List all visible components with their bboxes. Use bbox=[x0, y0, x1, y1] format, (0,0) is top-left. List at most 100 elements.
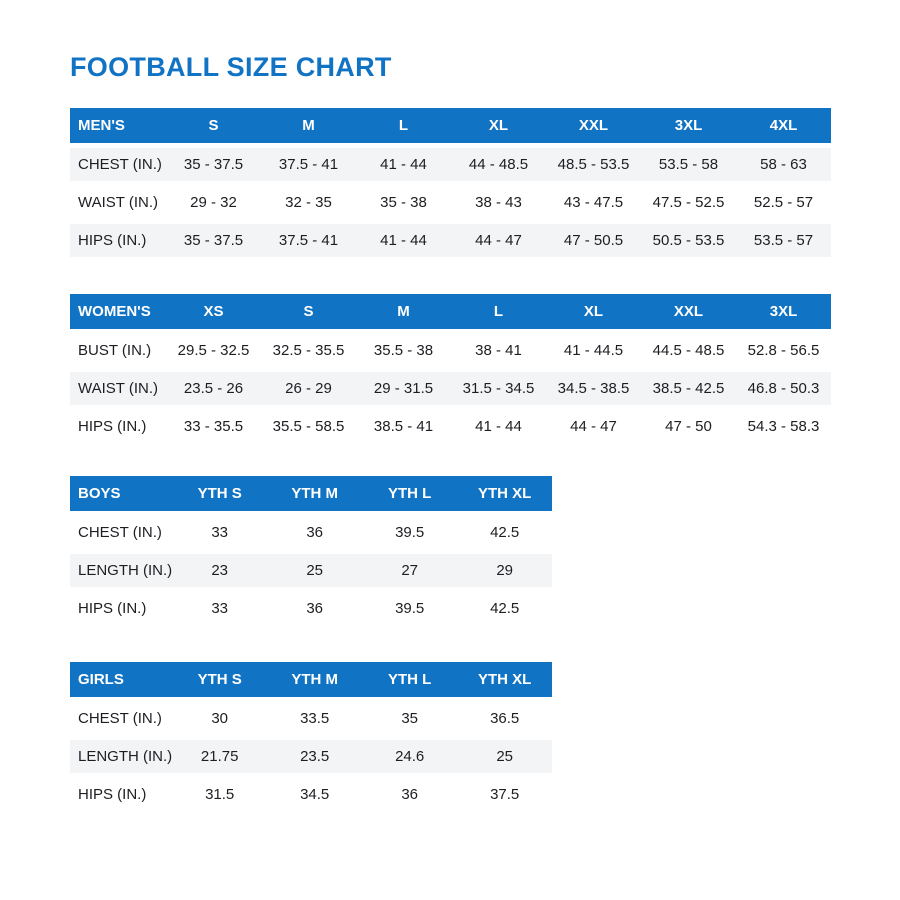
size-value: 23.5 bbox=[267, 740, 363, 773]
size-value: 39.5 bbox=[395, 600, 425, 617]
size-value: 35 - 38 bbox=[380, 194, 427, 211]
size-column-header: 3XL bbox=[641, 108, 736, 143]
table-row: HIPS (IN.) 33 36 39.5 42.5 bbox=[70, 592, 552, 625]
header-row-boys: BOYS YTH S YTH M YTH L YTH XL bbox=[70, 476, 553, 511]
measurement-label: WAIST (IN.) bbox=[78, 194, 158, 211]
size-value: 38.5 - 42.5 bbox=[641, 372, 736, 405]
size-value: 43 - 47.5 bbox=[563, 194, 624, 211]
size-value: 36 bbox=[306, 600, 324, 617]
size-value: 34.5 bbox=[300, 786, 330, 803]
size-column-header: YTH XL bbox=[457, 476, 553, 511]
size-value: 26 - 29 bbox=[261, 372, 356, 405]
size-value: 31.5 bbox=[205, 786, 235, 803]
size-column-header: XL bbox=[451, 108, 546, 143]
size-column-header: 4XL bbox=[736, 108, 831, 143]
size-value: 37.5 - 41 bbox=[261, 224, 356, 257]
size-value: 29 - 31.5 bbox=[356, 372, 451, 405]
size-value: 33.5 bbox=[300, 710, 330, 727]
header-row-girls: GIRLS YTH S YTH M YTH L YTH XL bbox=[70, 662, 553, 697]
table-row: LENGTH (IN.) 23 25 27 29 bbox=[70, 554, 553, 587]
size-value: 29 bbox=[457, 554, 553, 587]
measurement-label: HIPS (IN.) bbox=[78, 600, 147, 617]
size-column-header: YTH M bbox=[267, 662, 363, 697]
size-value: 42.5 bbox=[490, 600, 520, 617]
size-value: 41 - 44 bbox=[356, 224, 451, 257]
size-column-header: XXL bbox=[641, 294, 736, 329]
size-column-header: M bbox=[356, 294, 451, 329]
size-value: 33 - 35.5 bbox=[183, 418, 244, 435]
measurement-label: LENGTH (IN.) bbox=[70, 740, 173, 773]
size-value: 36 bbox=[401, 786, 419, 803]
size-value: 53.5 - 58 bbox=[641, 148, 736, 181]
size-value: 38 - 43 bbox=[475, 194, 522, 211]
size-value: 35.5 - 58.5 bbox=[272, 418, 345, 435]
size-value: 21.75 bbox=[172, 740, 268, 773]
table-title-mens: MEN'S bbox=[70, 108, 166, 143]
size-column-header: YTH S bbox=[172, 476, 268, 511]
size-value: 36 bbox=[306, 524, 324, 541]
header-row-mens: MEN'S S M L XL XXL 3XL 4XL bbox=[70, 108, 831, 143]
size-value: 33 bbox=[211, 524, 229, 541]
size-table-boys: BOYS YTH S YTH M YTH L YTH XL CHEST (IN.) 33 36… bbox=[70, 471, 553, 630]
size-value: 23.5 - 26 bbox=[166, 372, 261, 405]
table-row: WAIST (IN.) 29 - 32 32 - 35 35 - 38 38 - 43 4… bbox=[70, 186, 831, 219]
size-value: 47 - 50 bbox=[665, 418, 712, 435]
size-column-header: L bbox=[451, 294, 546, 329]
size-column-header: S bbox=[166, 108, 261, 143]
size-table-mens: MEN'S S M L XL XXL 3XL 4XL CHEST (IN.) 35 - 37.5 3… bbox=[70, 103, 831, 262]
page-title: FOOTBALL SIZE CHART bbox=[70, 52, 392, 82]
size-column-header: 3XL bbox=[736, 294, 831, 329]
measurement-label: HIPS (IN.) bbox=[70, 224, 166, 257]
size-tables: MEN'S S M L XL XXL 3XL 4XL CHEST (IN.) 35 - 37.5 3… bbox=[70, 103, 900, 816]
size-value: 38.5 - 41 bbox=[373, 418, 434, 435]
size-value: 41 - 44 bbox=[356, 148, 451, 181]
table-title-womens: WOMEN'S bbox=[70, 294, 166, 329]
size-value: 39.5 bbox=[395, 524, 425, 541]
table-row: HIPS (IN.) 35 - 37.5 37.5 - 41 41 - 44 44 - … bbox=[70, 224, 831, 257]
table-row: CHEST (IN.) 30 33.5 35 36.5 bbox=[70, 702, 552, 735]
size-value: 34.5 - 38.5 bbox=[546, 372, 641, 405]
table-row: WAIST (IN.) 23.5 - 26 26 - 29 29 - 31.5 31.5… bbox=[70, 372, 831, 405]
size-column-header: M bbox=[261, 108, 356, 143]
table-row: HIPS (IN.) 31.5 34.5 36 37.5 bbox=[70, 778, 552, 811]
size-column-header: YTH S bbox=[172, 662, 268, 697]
measurement-label: HIPS (IN.) bbox=[78, 786, 147, 803]
size-value: 38 - 41 bbox=[475, 342, 522, 359]
size-value: 48.5 - 53.5 bbox=[546, 148, 641, 181]
measurement-label: CHEST (IN.) bbox=[78, 710, 162, 727]
size-value: 52.5 - 57 bbox=[753, 194, 814, 211]
size-value: 25 bbox=[457, 740, 553, 773]
size-value: 47 - 50.5 bbox=[546, 224, 641, 257]
size-value: 32 - 35 bbox=[285, 194, 332, 211]
size-table-girls: GIRLS YTH S YTH M YTH L YTH XL CHEST (IN.) 30 3… bbox=[70, 657, 553, 816]
size-value: 53.5 - 57 bbox=[736, 224, 831, 257]
size-column-header: YTH M bbox=[267, 476, 363, 511]
size-value: 44 - 47 bbox=[570, 418, 617, 435]
size-table-womens: WOMEN'S XS S M L XL XXL 3XL BUST (IN.) 29.5 - 32.… bbox=[70, 289, 831, 448]
table-row: CHEST (IN.) 33 36 39.5 42.5 bbox=[70, 516, 552, 549]
size-value: 42.5 bbox=[490, 524, 520, 541]
size-value: 31.5 - 34.5 bbox=[451, 372, 546, 405]
size-value: 41 - 44.5 bbox=[563, 342, 624, 359]
size-value: 44 - 48.5 bbox=[451, 148, 546, 181]
size-value: 23 bbox=[172, 554, 268, 587]
table-title-boys: BOYS bbox=[70, 476, 173, 511]
measurement-label: CHEST (IN.) bbox=[70, 148, 166, 181]
table-row: BUST (IN.) 29.5 - 32.5 32.5 - 35.5 35.5 - 3… bbox=[70, 334, 831, 367]
size-column-header: XL bbox=[546, 294, 641, 329]
header-row-womens: WOMEN'S XS S M L XL XXL 3XL bbox=[70, 294, 831, 329]
measurement-label: BUST (IN.) bbox=[78, 342, 152, 359]
size-value: 50.5 - 53.5 bbox=[641, 224, 736, 257]
table-row: CHEST (IN.) 35 - 37.5 37.5 - 41 41 - 44 44 -… bbox=[70, 148, 831, 181]
size-value: 24.6 bbox=[362, 740, 458, 773]
size-value: 25 bbox=[267, 554, 363, 587]
table-row: HIPS (IN.) 33 - 35.5 35.5 - 58.5 38.5 - 41 4… bbox=[70, 410, 831, 443]
size-column-header: L bbox=[356, 108, 451, 143]
table-row: LENGTH (IN.) 21.75 23.5 24.6 25 bbox=[70, 740, 553, 773]
measurement-label: HIPS (IN.) bbox=[78, 418, 147, 435]
size-column-header: YTH L bbox=[362, 662, 458, 697]
measurement-label: LENGTH (IN.) bbox=[70, 554, 173, 587]
size-value: 54.3 - 58.3 bbox=[747, 418, 820, 435]
size-value: 52.8 - 56.5 bbox=[747, 342, 820, 359]
size-value: 44.5 - 48.5 bbox=[652, 342, 725, 359]
